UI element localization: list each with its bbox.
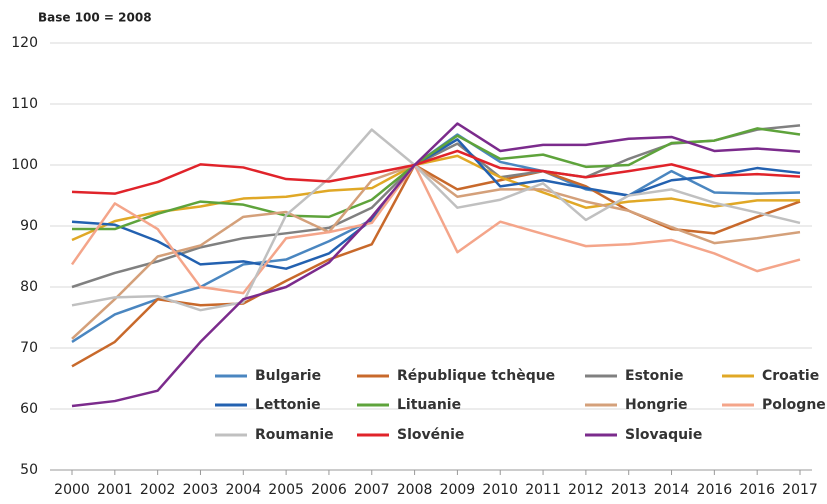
legend-label: Hongrie xyxy=(625,397,688,413)
x-tick-label: 2004 xyxy=(225,482,261,498)
series-line xyxy=(71,154,800,242)
x-tick-label: 2005 xyxy=(268,482,304,498)
y-tick-label: 100 xyxy=(11,157,38,173)
x-tick-label: 2017 xyxy=(782,482,818,498)
series-line xyxy=(71,138,801,270)
x-tick-label: 2016 xyxy=(739,482,775,498)
x-tick-label: 2009 xyxy=(440,482,476,498)
legend-label: Lettonie xyxy=(255,397,321,413)
series-line xyxy=(71,122,801,408)
x-tick-label: 2008 xyxy=(397,482,433,498)
axis-label: Base 100 = 2008 xyxy=(38,11,152,25)
series-line xyxy=(71,149,801,195)
x-tick-label: 2014 xyxy=(654,482,690,498)
x-tick-label: 2007 xyxy=(354,482,390,498)
legend-label: Slovénie xyxy=(397,427,464,443)
series-line xyxy=(72,127,801,231)
y-tick-label: 80 xyxy=(20,279,38,295)
x-tick-label: 2000 xyxy=(54,482,90,498)
legend-label: Roumanie xyxy=(255,427,334,443)
series-line xyxy=(71,163,801,340)
x-tick-label: 2010 xyxy=(482,482,518,498)
y-tick-label: 120 xyxy=(11,35,38,51)
x-tick-label: 2012 xyxy=(568,482,604,498)
legend-label: Croatie xyxy=(762,368,819,384)
legend-label: Estonie xyxy=(625,368,683,384)
y-tick-label: 60 xyxy=(20,401,38,417)
x-tick-label: 2013 xyxy=(611,482,647,498)
series-line xyxy=(71,133,801,343)
legend-label: République tchèque xyxy=(397,368,555,384)
series-line xyxy=(70,163,801,295)
x-tick-label: 2011 xyxy=(525,482,561,498)
legend-label: Pologne xyxy=(762,397,826,413)
x-tick-label: 2006 xyxy=(311,482,347,498)
y-tick-label: 50 xyxy=(20,462,38,478)
x-tick-label: 2016 xyxy=(697,482,733,498)
y-tick-label: 110 xyxy=(11,96,38,112)
x-tick-label: 2003 xyxy=(183,482,219,498)
x-tick-label: 2002 xyxy=(140,482,176,498)
legend-label: Slovaquie xyxy=(625,427,702,443)
legend-label: Bulgarie xyxy=(255,368,321,384)
series-line xyxy=(71,128,801,312)
y-tick-label: 70 xyxy=(20,340,38,356)
legend-label: Lituanie xyxy=(397,397,461,413)
x-tick-label: 2001 xyxy=(97,482,133,498)
y-tick-label: 90 xyxy=(20,218,38,234)
